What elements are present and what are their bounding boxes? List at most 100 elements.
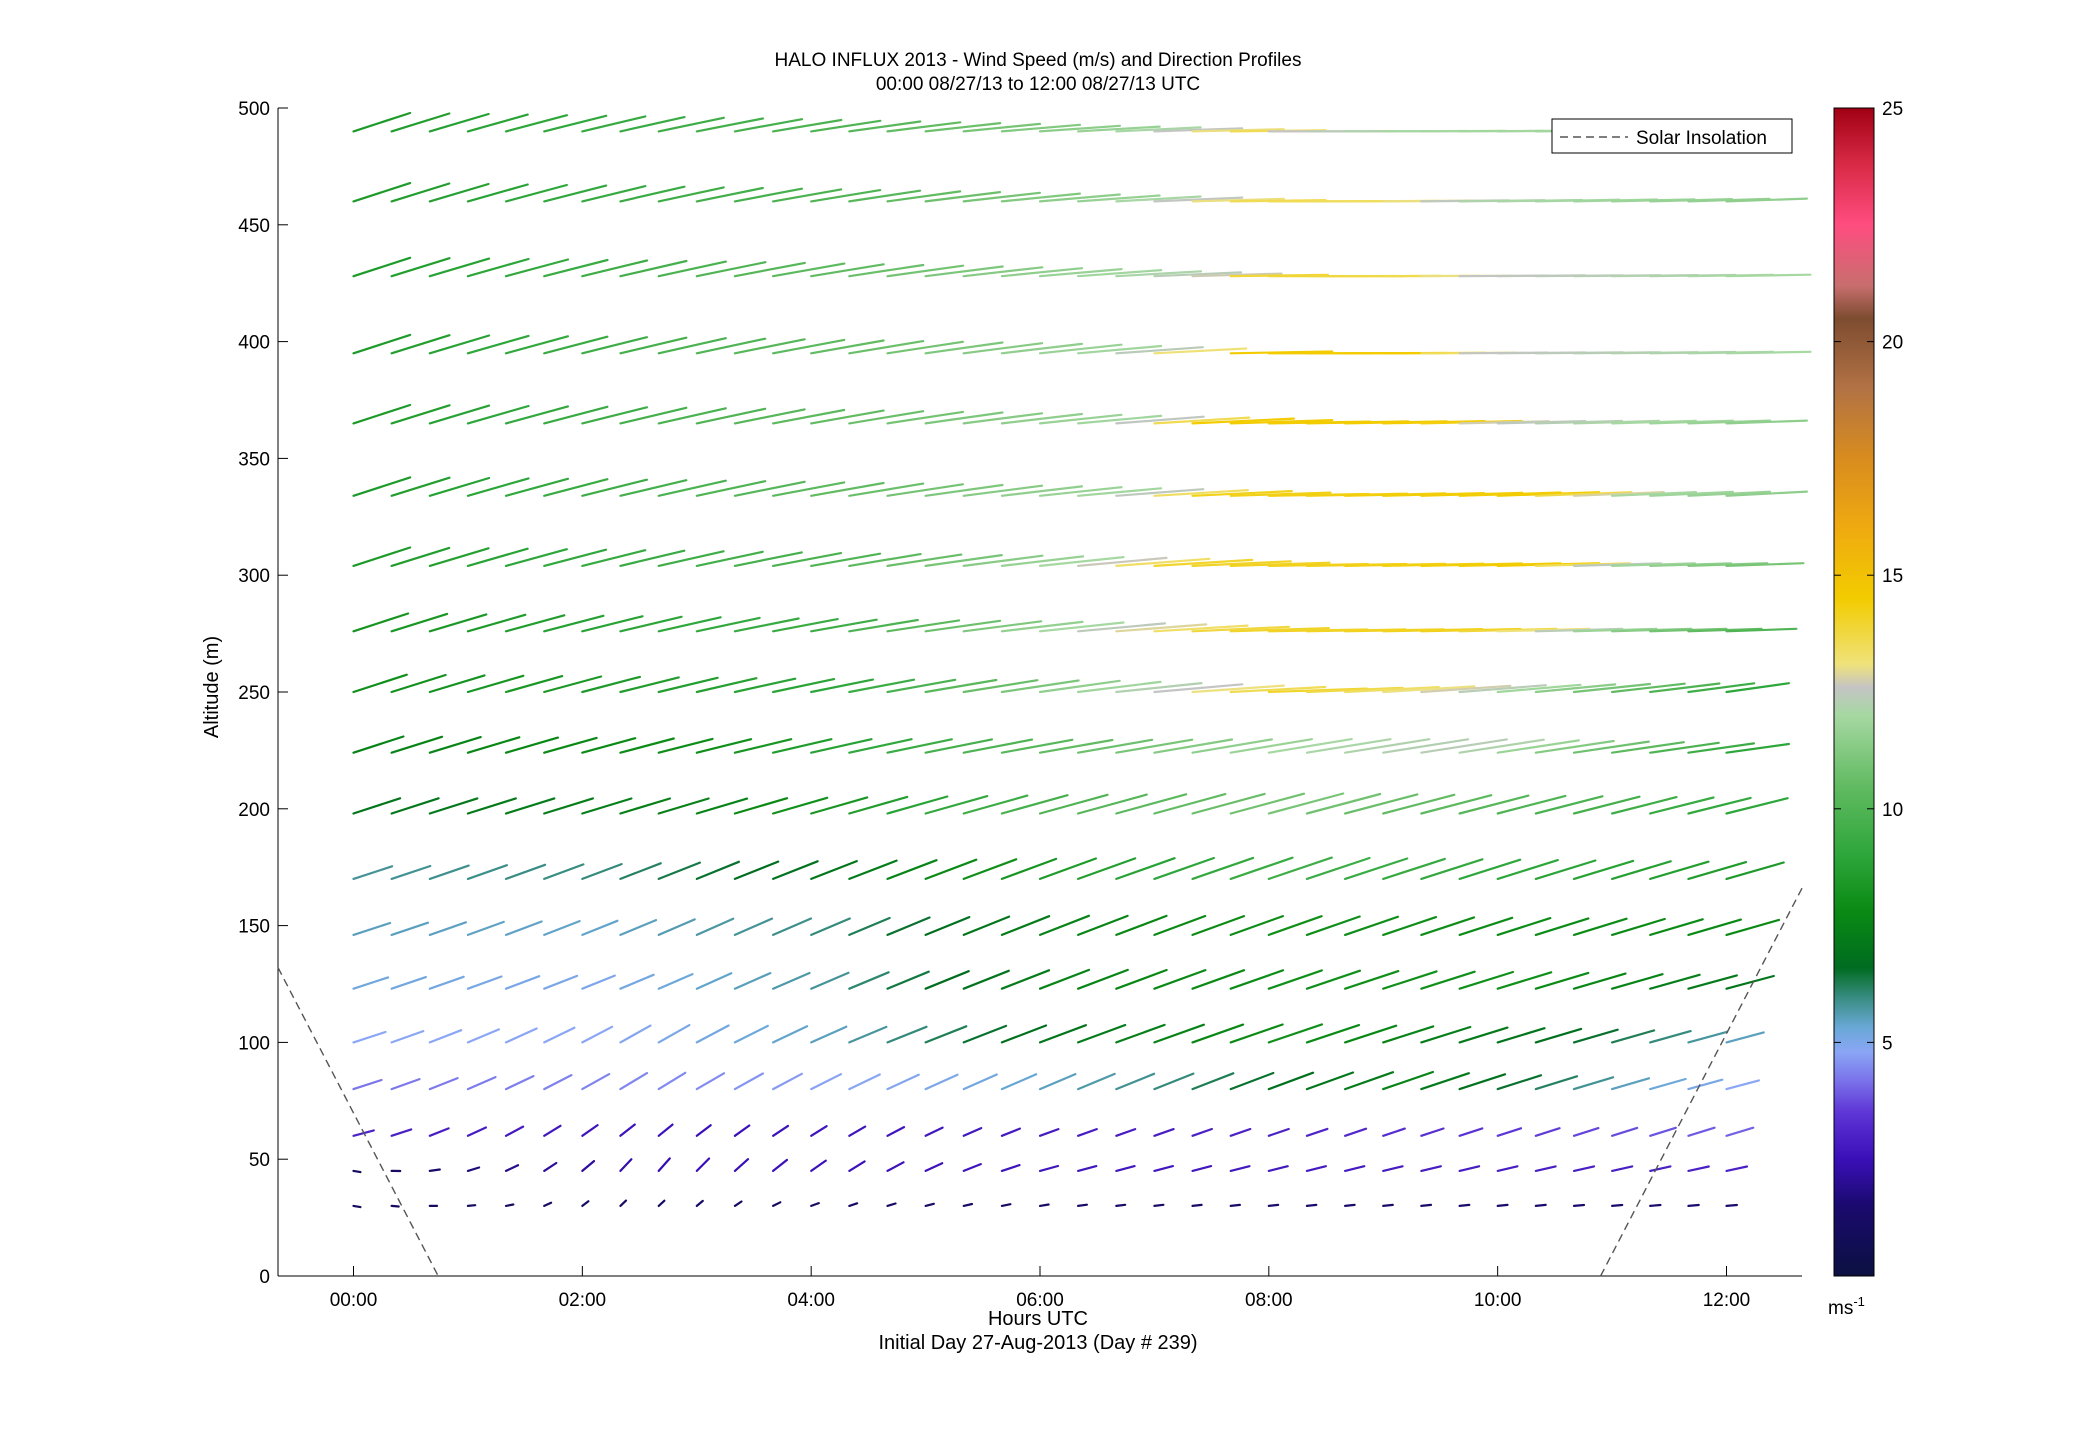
chart-title: HALO INFLUX 2013 - Wind Speed (m/s) and … [775,50,1302,71]
wind-vector [888,918,930,935]
wind-vector [1078,1074,1115,1089]
wind-vector [811,1074,841,1089]
wind-vector [849,861,896,879]
wind-vector [773,1126,788,1136]
wind-vector [1574,1030,1618,1043]
wind-vector [849,1161,864,1171]
wind-vector [1193,1205,1202,1206]
wind-vector [1002,1129,1020,1136]
colorbar-unit-exponent: -1 [1853,1294,1865,1309]
wind-vector [1116,1025,1164,1043]
wind-vector [1002,1165,1020,1171]
legend-label-solar-insolation: Solar Insolation [1636,128,1767,149]
wind-vector [1002,681,1079,693]
wind-vector [697,1125,711,1136]
wind-vector [1154,1025,1204,1043]
wind-vector [620,338,686,354]
wind-vector [888,860,937,879]
wind-vector [1193,858,1254,879]
wind-vector [1536,796,1603,813]
wind-vector [1536,1166,1556,1171]
wind-vector [926,485,1003,496]
wind-vector [964,971,1009,989]
wind-vector [888,484,963,496]
y-tick-label: 200 [238,800,270,821]
wind-vector [392,1079,420,1089]
wind-vector [1002,1204,1011,1206]
wind-vector [1612,1166,1632,1171]
colorbar-unit: ms-1 [1828,1294,1865,1319]
wind-vector [849,265,923,276]
wind-vector [1383,1129,1405,1136]
wind-vector [964,343,1042,353]
wind-vector [697,1201,703,1206]
wind-vector [1116,794,1186,813]
wind-vector [506,1029,537,1043]
wind-vector [1154,1129,1173,1136]
wind-vector [811,483,883,496]
wind-vector [1345,859,1407,879]
wind-vector [773,973,809,989]
wind-vector [1269,1129,1289,1136]
wind-vector [1040,1074,1075,1089]
wind-vector [430,977,464,989]
wind-vector [1727,1032,1764,1042]
legend: Solar Insolation [1552,119,1792,153]
wind-vector [735,1159,748,1171]
wind-vector [1688,683,1754,692]
wind-vector [1650,743,1719,753]
wind-vector [1307,1166,1326,1171]
wind-vector [735,482,805,496]
wind-vector [1574,1128,1598,1136]
wind-vector [888,972,929,989]
x-tick-label: 10:00 [1474,1290,1522,1311]
wind-vector [1421,1073,1469,1089]
wind-vector [888,412,963,424]
wind-vector [1002,740,1072,753]
wind-vector [1421,795,1491,813]
wind-vector [620,1201,626,1206]
wind-vector [697,1026,729,1043]
wind-vector [1078,795,1147,814]
wind-vector [1040,740,1112,753]
wind-vector [582,1125,597,1136]
wind-vector [811,341,883,354]
wind-vector [888,1027,927,1043]
wind-vector [354,1206,361,1207]
wind-vector [773,861,818,879]
wind-vector [1154,1166,1173,1171]
wind-vector [1650,1031,1690,1042]
wind-vector [1040,916,1089,935]
x-tick-label: 00:00 [330,1290,378,1311]
wind-vector [1650,1128,1676,1136]
wind-vector [659,1073,686,1089]
wind-vector [1536,1128,1560,1136]
wind-vector [392,798,439,813]
colorbar-tick-label: 5 [1882,1033,1893,1054]
wind-vector [735,409,805,423]
wind-vector [773,340,844,353]
wind-vector [1040,1205,1049,1206]
wind-vector [354,1171,361,1172]
wind-vector [659,1025,690,1042]
wind-vector [926,1128,943,1136]
wind-vector [811,411,883,424]
wind-vector [888,1162,904,1171]
wind-vector [888,1127,905,1136]
wind-vector [1421,1027,1470,1042]
wind-vector [964,621,1041,631]
wind-vector [392,1206,399,1207]
wind-vector [506,1205,513,1206]
wind-vector [926,1026,967,1042]
wind-vector [1421,739,1507,752]
wind-vector [697,1159,709,1171]
wind-vector [1002,414,1082,423]
wind-vector [1498,1166,1518,1171]
wind-vector [659,262,726,277]
wind-vector [430,1128,449,1135]
wind-vector [544,1203,551,1206]
wind-vector [1612,1030,1654,1042]
wind-vector [468,798,516,813]
wind-vector [1460,796,1529,814]
